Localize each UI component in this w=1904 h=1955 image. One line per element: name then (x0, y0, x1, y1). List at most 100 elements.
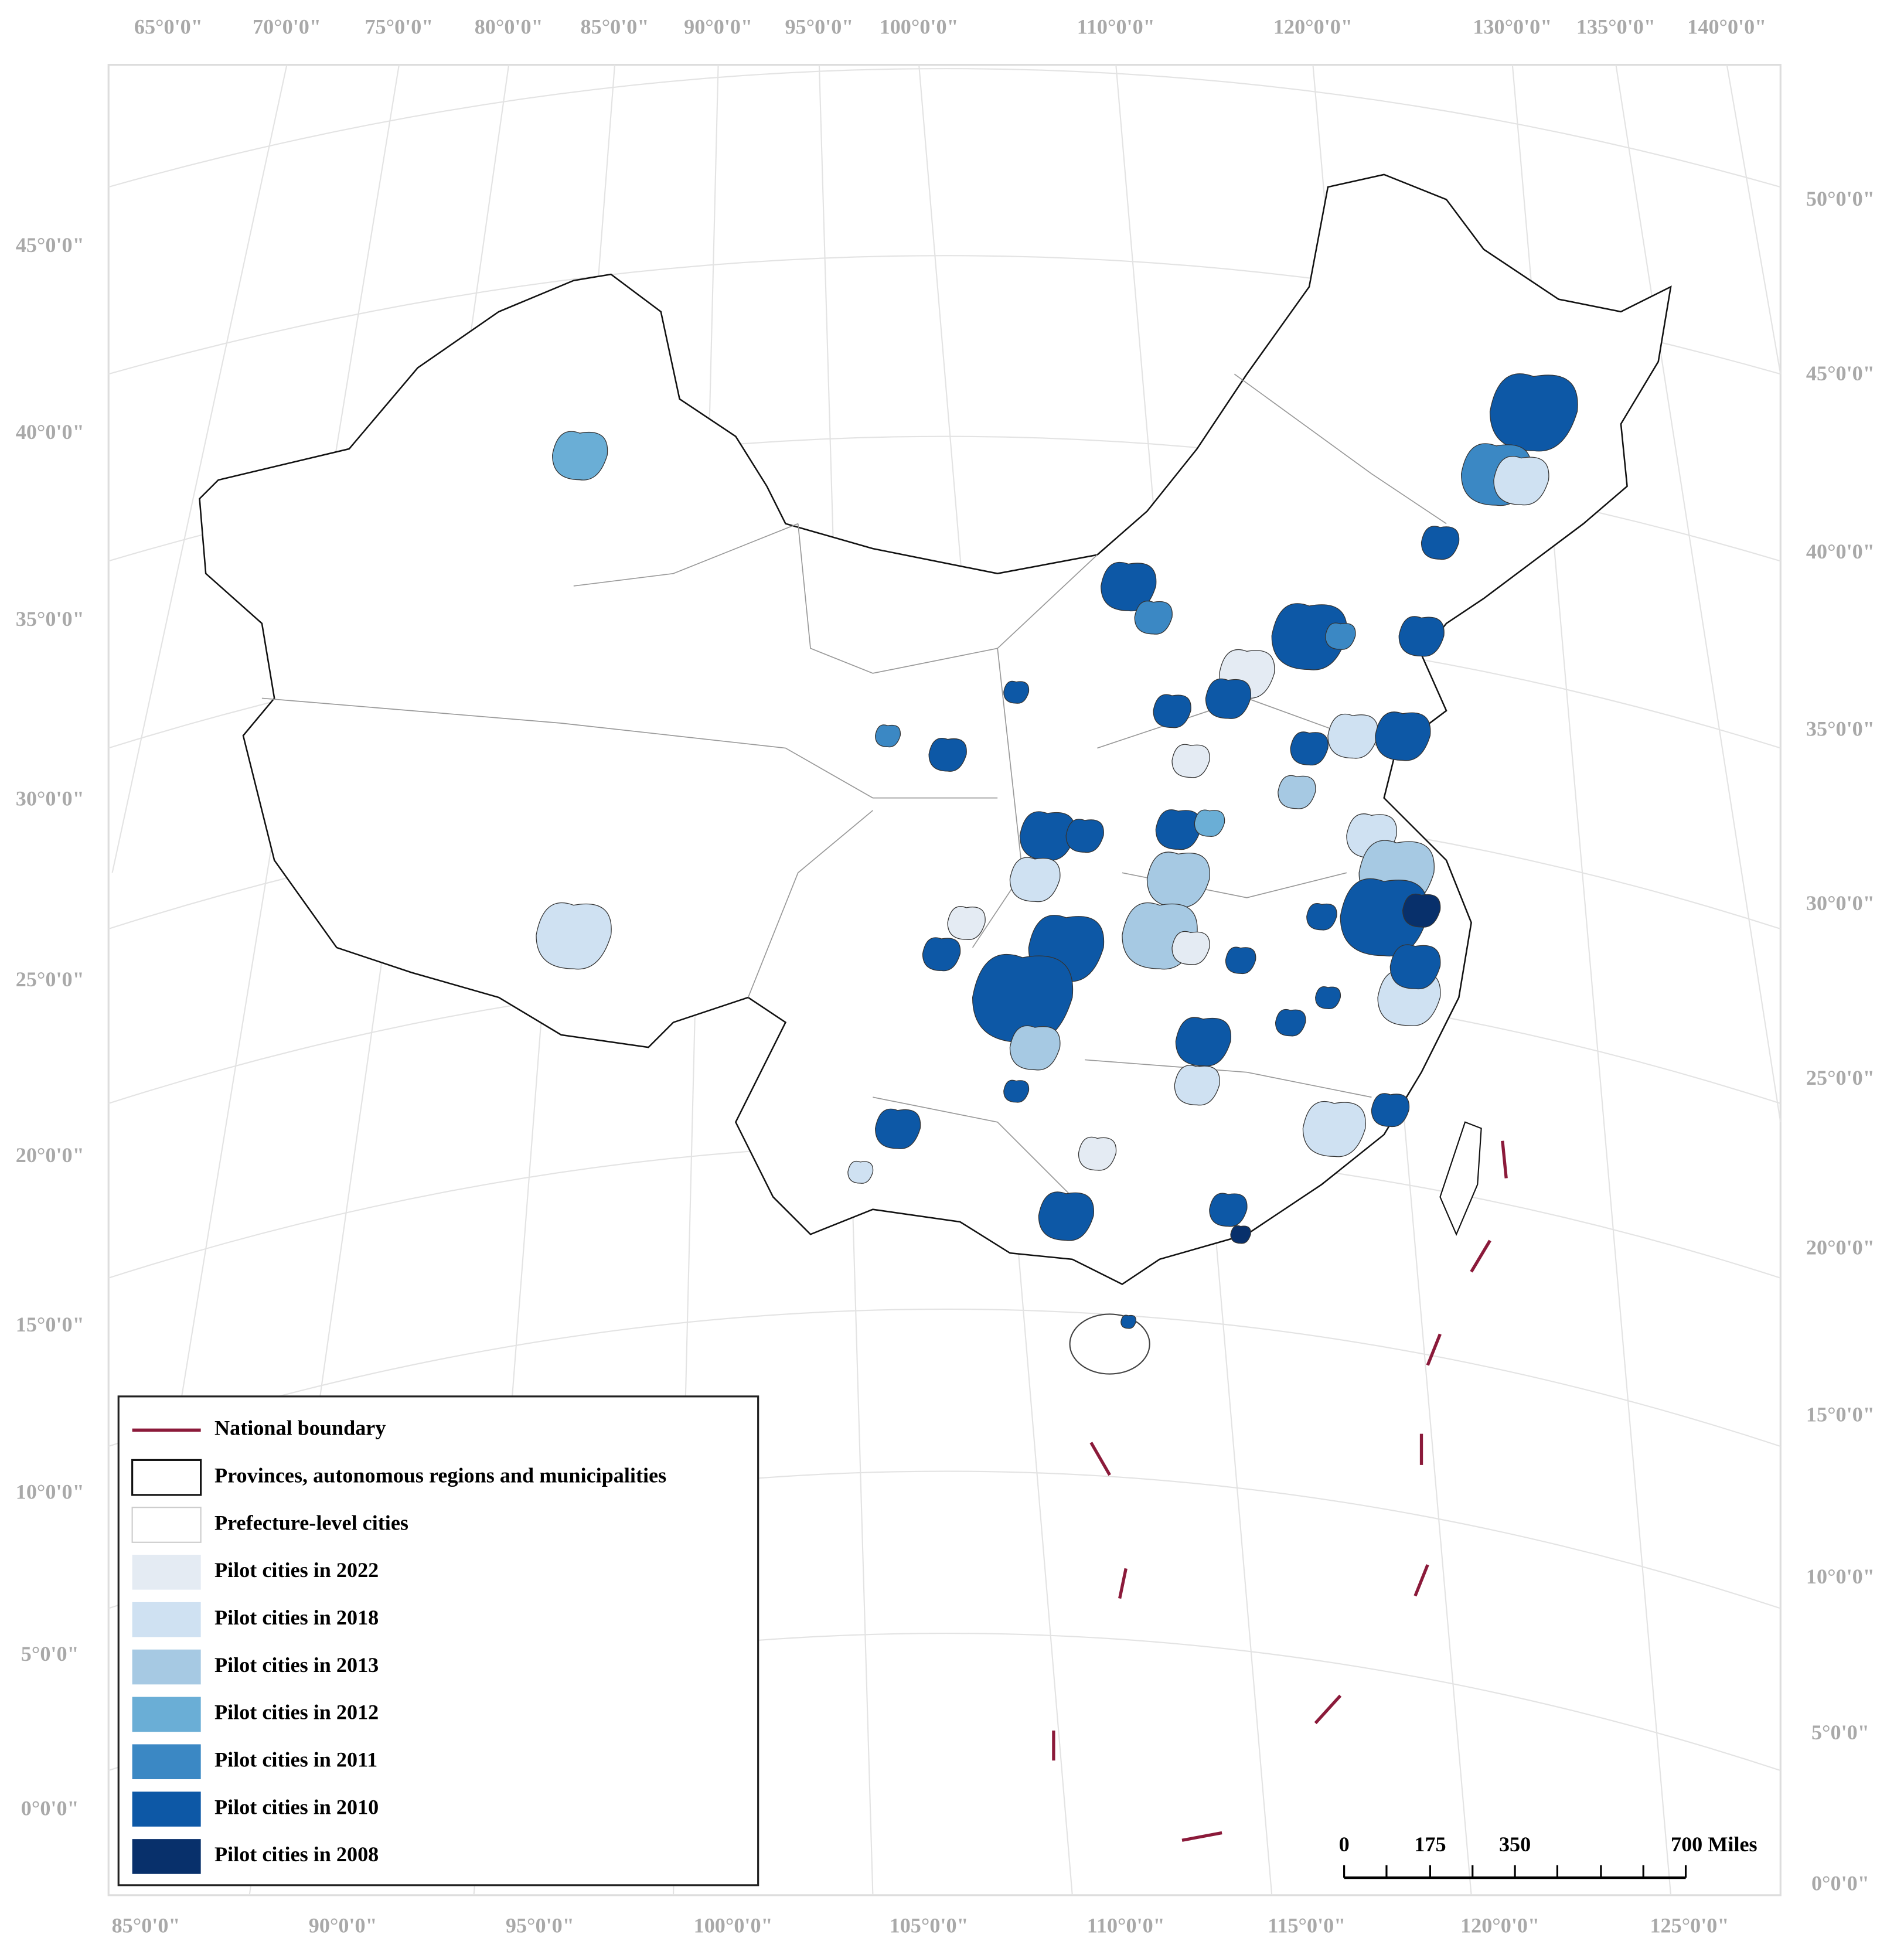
legend-box (117, 1395, 759, 1886)
pilot-city (1038, 1191, 1094, 1241)
graticule-label: 5°0'0" (21, 1642, 79, 1666)
graticule-label: 90°0'0" (684, 15, 752, 38)
nine-dash-line (1052, 1140, 1508, 1842)
scale-label: 350 (1499, 1833, 1531, 1856)
graticule-labels: 65°0'0" 70°0'0" 75°0'0" 80°0'0" 85°0'0" 90°0'… (16, 15, 1875, 1937)
graticule-label: 65°0'0" (134, 15, 203, 38)
legend: National boundary Provinces, autonomous r… (117, 1395, 759, 1886)
graticule-label: 25°0'0" (16, 968, 84, 991)
graticule-label: 0°0'0" (1811, 1871, 1869, 1895)
graticule-label: 95°0'0" (506, 1914, 574, 1937)
pilot-city (551, 431, 608, 481)
legend-label: Prefecture-level cities (214, 1511, 408, 1534)
pilot-city (1194, 809, 1225, 837)
legend-swatch (132, 1839, 201, 1874)
graticule-label: 95°0'0" (785, 15, 853, 38)
legend-label: Pilot cities in 2022 (214, 1558, 379, 1582)
pilot-city (1003, 1079, 1030, 1103)
pilot-city (1325, 622, 1356, 650)
graticule-label: 140°0'0" (1687, 15, 1766, 38)
pilot-city (1153, 694, 1191, 728)
pilot-city (1009, 1025, 1061, 1071)
pilot-city (1375, 711, 1431, 761)
pilot-city (875, 724, 901, 748)
graticule-label: 40°0'0" (1806, 540, 1875, 563)
pilot-city (922, 937, 961, 972)
graticule-label: 15°0'0" (16, 1313, 84, 1336)
pilot-city (1389, 944, 1441, 990)
china-outline (199, 173, 1672, 1375)
pilot-city (1120, 1314, 1137, 1329)
pilot-city (1302, 1101, 1366, 1157)
graticule-label: 120°0'0" (1460, 1914, 1539, 1937)
graticule-label: 85°0'0" (112, 1914, 180, 1937)
legend-swatch (132, 1602, 201, 1637)
graticule-label: 135°0'0" (1576, 15, 1656, 38)
pilot-city (847, 1160, 874, 1184)
graticule-label: 20°0'0" (16, 1143, 84, 1167)
graticule-label: 110°0'0" (1077, 15, 1155, 38)
graticule-label: 100°0'0" (880, 15, 959, 38)
graticule-label: 90°0'0" (309, 1914, 377, 1937)
graticule-label: 100°0'0" (694, 1914, 773, 1937)
graticule-label: 20°0'0" (1806, 1235, 1875, 1259)
legend-swatch (132, 1791, 201, 1827)
graticule-label: 5°0'0" (1811, 1721, 1869, 1744)
pilot-city (536, 902, 612, 970)
graticule-label: 75°0'0" (365, 15, 433, 38)
pilot-city (1009, 857, 1061, 902)
graticule-label: 25°0'0" (1806, 1066, 1875, 1089)
pilot-city (1174, 1065, 1220, 1106)
pilot-city (1371, 1093, 1410, 1128)
pilot-city (947, 906, 986, 940)
legend-swatch (132, 1697, 201, 1732)
graticule-label: 35°0'0" (16, 607, 84, 631)
pilot-city (1134, 600, 1173, 635)
pilot-city (1306, 903, 1337, 931)
graticule-label: 10°0'0" (1806, 1565, 1875, 1588)
pilot-city (1225, 946, 1256, 975)
graticule-label: 85°0'0" (581, 15, 649, 38)
pilot-city (1493, 456, 1549, 506)
legend-label: Pilot cities in 2012 (214, 1701, 379, 1724)
pilot-city (1171, 931, 1210, 965)
legend-swatch (132, 1649, 201, 1685)
graticule-label: 0°0'0" (21, 1797, 79, 1820)
pilot-city (1290, 731, 1329, 766)
graticule-label: 35°0'0" (1806, 717, 1875, 740)
pilot-city (1101, 561, 1157, 612)
scale-label: 0 (1339, 1833, 1350, 1856)
pilot-city (1175, 1017, 1232, 1067)
pilot-city (1205, 678, 1251, 719)
pilot-city (1209, 1193, 1248, 1227)
scale-label: 175 (1414, 1833, 1446, 1856)
legend-label: Provinces, autonomous regions and munici… (214, 1463, 666, 1487)
graticule-label: 80°0'0" (475, 15, 543, 38)
pilot-city (1278, 775, 1316, 809)
graticule-label: 110°0'0" (1087, 1914, 1165, 1937)
pilot-city (1230, 1225, 1251, 1244)
pilot-city (928, 738, 967, 772)
legend-swatch (132, 1555, 201, 1590)
scale-label: 700 Miles (1671, 1833, 1757, 1856)
legend-label: Pilot cities in 2010 (214, 1795, 379, 1818)
graticule-label: 50°0'0" (1806, 187, 1875, 210)
graticule-label: 30°0'0" (1806, 891, 1875, 915)
graticule-label: 45°0'0" (1806, 362, 1875, 385)
pilot-city (1065, 819, 1104, 853)
pilot-city (1003, 680, 1030, 704)
legend-label: Pilot cities in 2008 (214, 1842, 379, 1866)
legend-label: Pilot cities in 2011 (214, 1748, 377, 1772)
legend-label: National boundary (214, 1416, 386, 1440)
pilot-city (1398, 616, 1445, 657)
pilot-city (1315, 986, 1341, 1009)
graticule-label: 70°0'0" (253, 15, 321, 38)
legend-swatch (131, 1507, 202, 1543)
graticule-label: 45°0'0" (16, 233, 84, 257)
pilot-city (875, 1108, 921, 1149)
pilot-city (972, 953, 1074, 1044)
pilot-city (1402, 893, 1441, 928)
graticule-label: 15°0'0" (1806, 1402, 1875, 1426)
pilot-city (1078, 1136, 1117, 1171)
